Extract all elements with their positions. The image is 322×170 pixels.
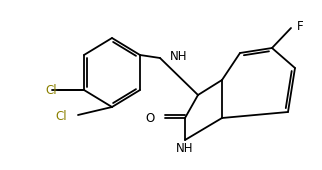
Text: Cl: Cl	[45, 83, 57, 97]
Text: NH: NH	[176, 141, 194, 155]
Text: NH: NH	[170, 50, 187, 64]
Text: O: O	[146, 112, 155, 124]
Text: Cl: Cl	[55, 110, 67, 123]
Text: F: F	[297, 20, 303, 32]
